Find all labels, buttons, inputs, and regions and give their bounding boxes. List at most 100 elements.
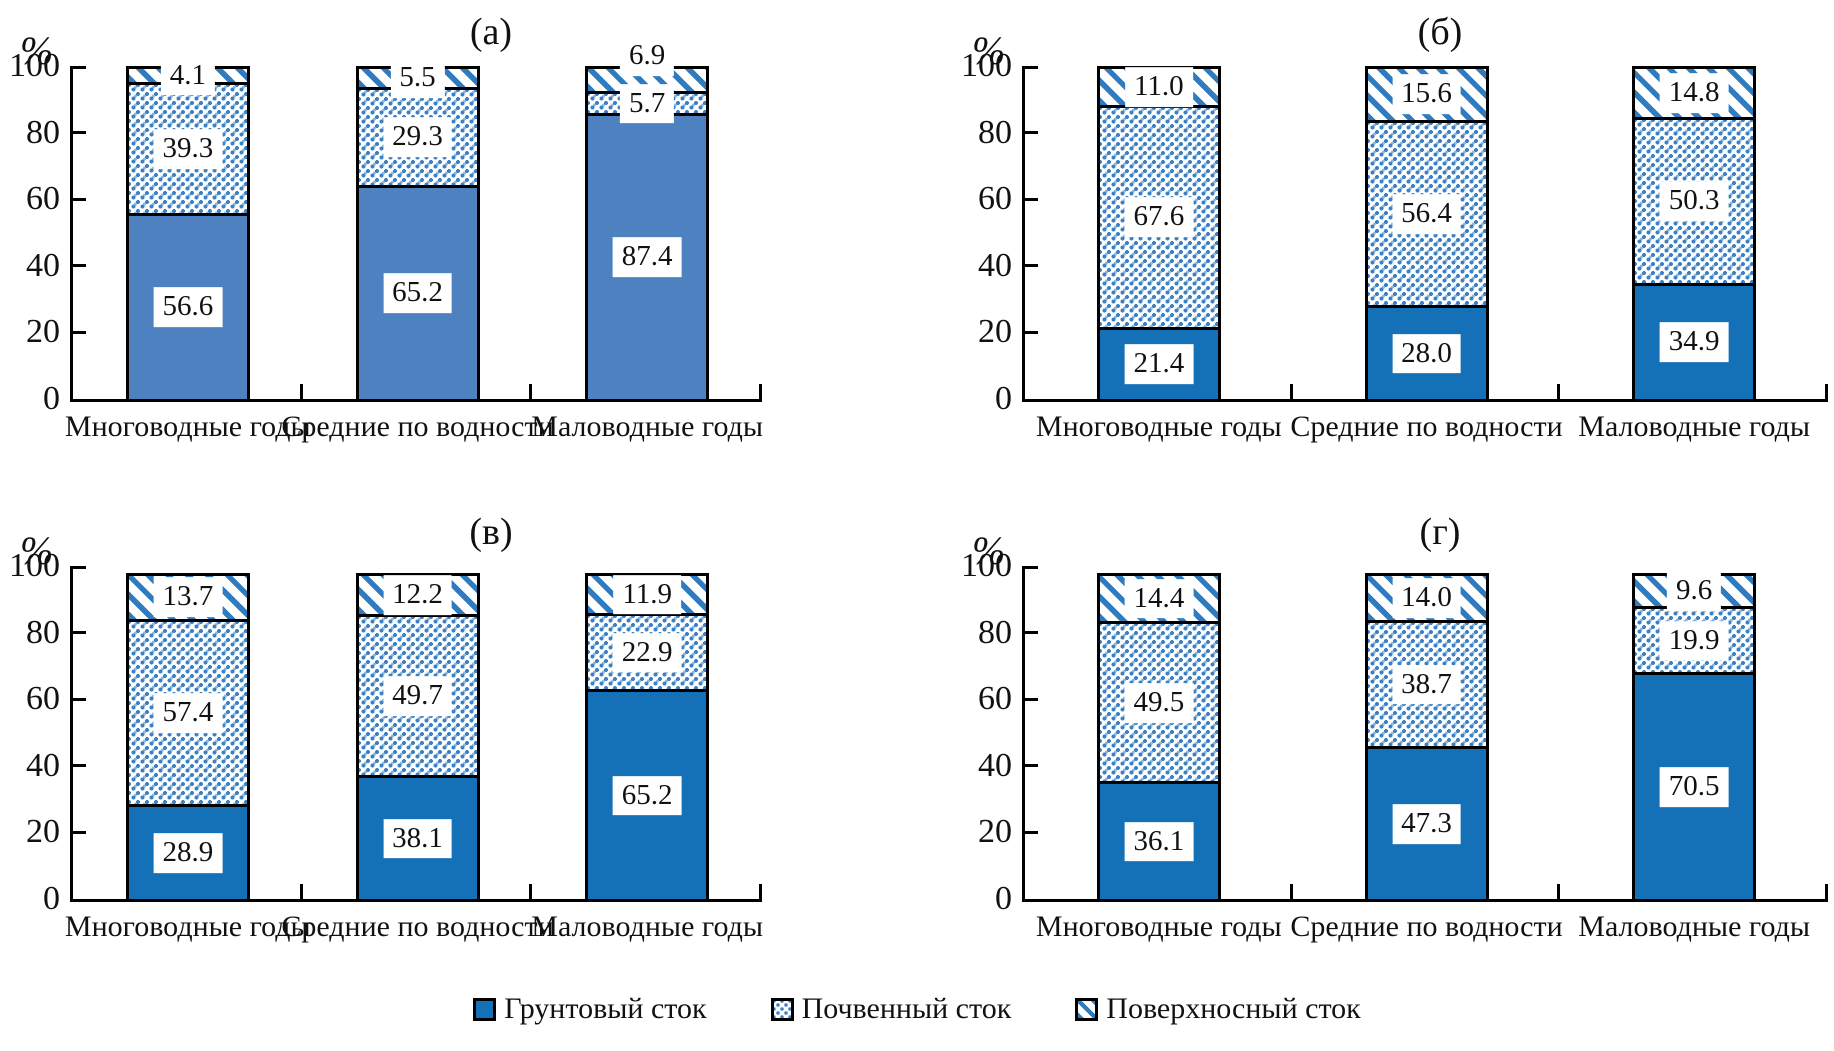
bar-segment-solid: 47.3 <box>1367 745 1486 899</box>
legend-item-surface-runoff: Поверхносный сток <box>1075 992 1361 1026</box>
segment-value-label: 38.7 <box>1392 664 1461 705</box>
segment-value-label: 13.7 <box>153 577 223 618</box>
x-axis-tick <box>299 384 303 399</box>
bar-segment-dots: 29.3 <box>358 86 477 185</box>
stacked-bar: 11.9 22.9 65.2 <box>585 572 710 899</box>
stacked-bar: 11.0 67.6 21.4 <box>1096 66 1221 400</box>
segment-value-label: 9.6 <box>1667 571 1722 611</box>
y-axis-tick <box>73 131 86 135</box>
x-axis-tick <box>759 884 762 899</box>
y-axis: 0 20 40 60 80 100 <box>960 49 1022 416</box>
plot-area: 13.7 57.4 28.9 12.2 49.7 38.1 11.9 22.9 65.2 <box>70 566 762 902</box>
segment-value-label: 22.9 <box>612 632 682 673</box>
bar-segment-solid: 34.9 <box>1635 282 1754 399</box>
x-category-label: Маловодные годы <box>1578 410 1811 443</box>
x-axis-tick <box>529 884 533 899</box>
y-tick-label: 100 <box>961 547 1012 584</box>
bar-segment-solid: 36.1 <box>1099 781 1218 899</box>
panel-header: % (в) <box>8 508 762 573</box>
y-axis-tick <box>1025 330 1038 334</box>
y-tick-label: 0 <box>43 880 60 917</box>
bar-segment-solid: 21.4 <box>1099 326 1218 400</box>
segment-value-label: 28.9 <box>153 833 223 873</box>
segment-value-label: 4.1 <box>160 55 215 96</box>
y-tick-label: 20 <box>26 813 60 851</box>
chart-area: 0 20 40 60 80 100 14.4 49.5 36.1 14.0 38.7 47.3 9.6 1… <box>960 549 1828 916</box>
chart-area: 0 20 40 60 80 100 13.7 57.4 28.9 12.2 49.7 38.1 11.9… <box>8 549 762 916</box>
segment-value-label: 19.9 <box>1659 620 1729 661</box>
bar-segment-solid: 28.9 <box>128 804 247 899</box>
segment-value-label: 15.6 <box>1392 74 1461 115</box>
x-category-label: Многоводные годы <box>64 410 311 443</box>
y-axis-tick <box>1025 131 1038 135</box>
x-axis-tick <box>1557 384 1561 399</box>
chart-panel-v: % (в) 0 20 40 60 80 100 13.7 57.4 28.9 12.2 49.7 38.1… <box>0 508 826 950</box>
bar-segment-dots: 38.7 <box>1367 620 1486 746</box>
segment-value-label: 12.2 <box>383 575 452 615</box>
y-tick-label: 80 <box>26 113 60 151</box>
stacked-bar: 14.8 50.3 34.9 <box>1632 66 1757 399</box>
legend-label-surface-runoff: Поверхносный сток <box>1106 992 1361 1025</box>
segment-value-label: 14.4 <box>1124 578 1194 619</box>
x-category-label: Средние по водности <box>281 910 554 943</box>
panel-title: (г) <box>1419 511 1461 553</box>
segment-value-label: 14.8 <box>1659 73 1729 113</box>
bar-segment-hatch: 14.8 <box>1635 69 1754 117</box>
bar-segment-hatch: 4.1 <box>128 55 247 96</box>
x-axis-tick <box>1289 384 1293 399</box>
x-category-label: Многоводные годы <box>1035 410 1282 443</box>
bar-segment-hatch: 5.5 <box>358 58 477 98</box>
segment-value-label: 70.5 <box>1659 767 1729 807</box>
stacked-bar: 14.0 38.7 47.3 <box>1364 572 1489 899</box>
stacked-bar: 12.2 49.7 38.1 <box>355 572 480 900</box>
stacked-bar: 13.7 57.4 28.9 <box>125 572 250 899</box>
segment-value-label: 87.4 <box>612 237 682 278</box>
x-axis-labels: Многоводные годы Средние по водности Малов… <box>1025 902 1828 950</box>
legend-label-ground-runoff: Грунтовый сток <box>504 992 707 1025</box>
plot-area: 11.0 67.6 21.4 15.6 56.4 28.0 14.8 50.3 34.9 <box>1022 66 1828 402</box>
bar-segment-hatch: 9.6 <box>1635 571 1754 611</box>
segment-value-label: 65.2 <box>612 775 682 816</box>
stacked-bar: 14.4 49.5 36.1 <box>1096 572 1221 899</box>
bar-segment-hatch: 14.4 <box>1099 575 1218 622</box>
bar-segment-hatch: 11.9 <box>588 574 707 615</box>
bar-segment-dots: 5.7 <box>588 83 707 124</box>
y-axis-unit-label: % <box>972 528 1006 573</box>
y-tick-label: 80 <box>978 613 1012 651</box>
y-tick-label: 40 <box>978 246 1012 284</box>
y-axis-tick <box>1025 631 1038 635</box>
y-tick-label: 40 <box>26 746 60 784</box>
bar-segment-hatch: 15.6 <box>1367 69 1486 120</box>
y-axis-tick <box>1025 197 1038 201</box>
segment-value-label: 5.7 <box>620 83 675 124</box>
x-axis-tick <box>1289 884 1293 899</box>
y-axis-tick <box>73 566 86 569</box>
y-axis: 0 20 40 60 80 100 <box>8 549 70 916</box>
bar-segment-solid: 87.4 <box>588 112 707 399</box>
segment-value-label: 29.3 <box>383 117 452 158</box>
x-axis-labels: Многоводные годы Средние по водности Малов… <box>65 402 764 450</box>
bar-segment-dots: 22.9 <box>588 613 707 690</box>
x-category-label: Маловодные годы <box>531 410 764 443</box>
y-axis-unit-label: % <box>20 528 54 573</box>
bar-segment-dots: 57.4 <box>128 619 247 805</box>
segment-value-label: 14.0 <box>1392 578 1461 618</box>
x-axis-tick <box>529 384 533 399</box>
y-axis-unit-label: % <box>20 28 54 73</box>
x-axis-tick <box>759 384 762 399</box>
x-category-label: Средние по водности <box>1290 910 1563 943</box>
y-tick-label: 80 <box>978 113 1012 151</box>
stacked-bar: 4.1 39.3 56.6 <box>125 55 250 399</box>
x-category-label: Многоводные годы <box>1035 910 1282 943</box>
y-axis-tick <box>73 66 86 69</box>
panel-title: (в) <box>469 511 513 553</box>
x-axis-labels: Многоводные годы Средние по водности Малов… <box>65 902 763 950</box>
y-tick-label: 40 <box>978 746 1012 784</box>
plot-area: 4.1 39.3 56.6 5.5 29.3 65.2 6.9 5.7 87.4 <box>70 36 762 402</box>
y-tick-label: 40 <box>26 246 60 284</box>
segment-value-label: 49.5 <box>1124 683 1194 723</box>
segment-value-label: 11.0 <box>1124 66 1193 107</box>
y-tick-label: 100 <box>9 47 60 84</box>
y-axis-tick <box>1025 830 1038 834</box>
segment-value-label: 34.9 <box>1659 322 1729 363</box>
